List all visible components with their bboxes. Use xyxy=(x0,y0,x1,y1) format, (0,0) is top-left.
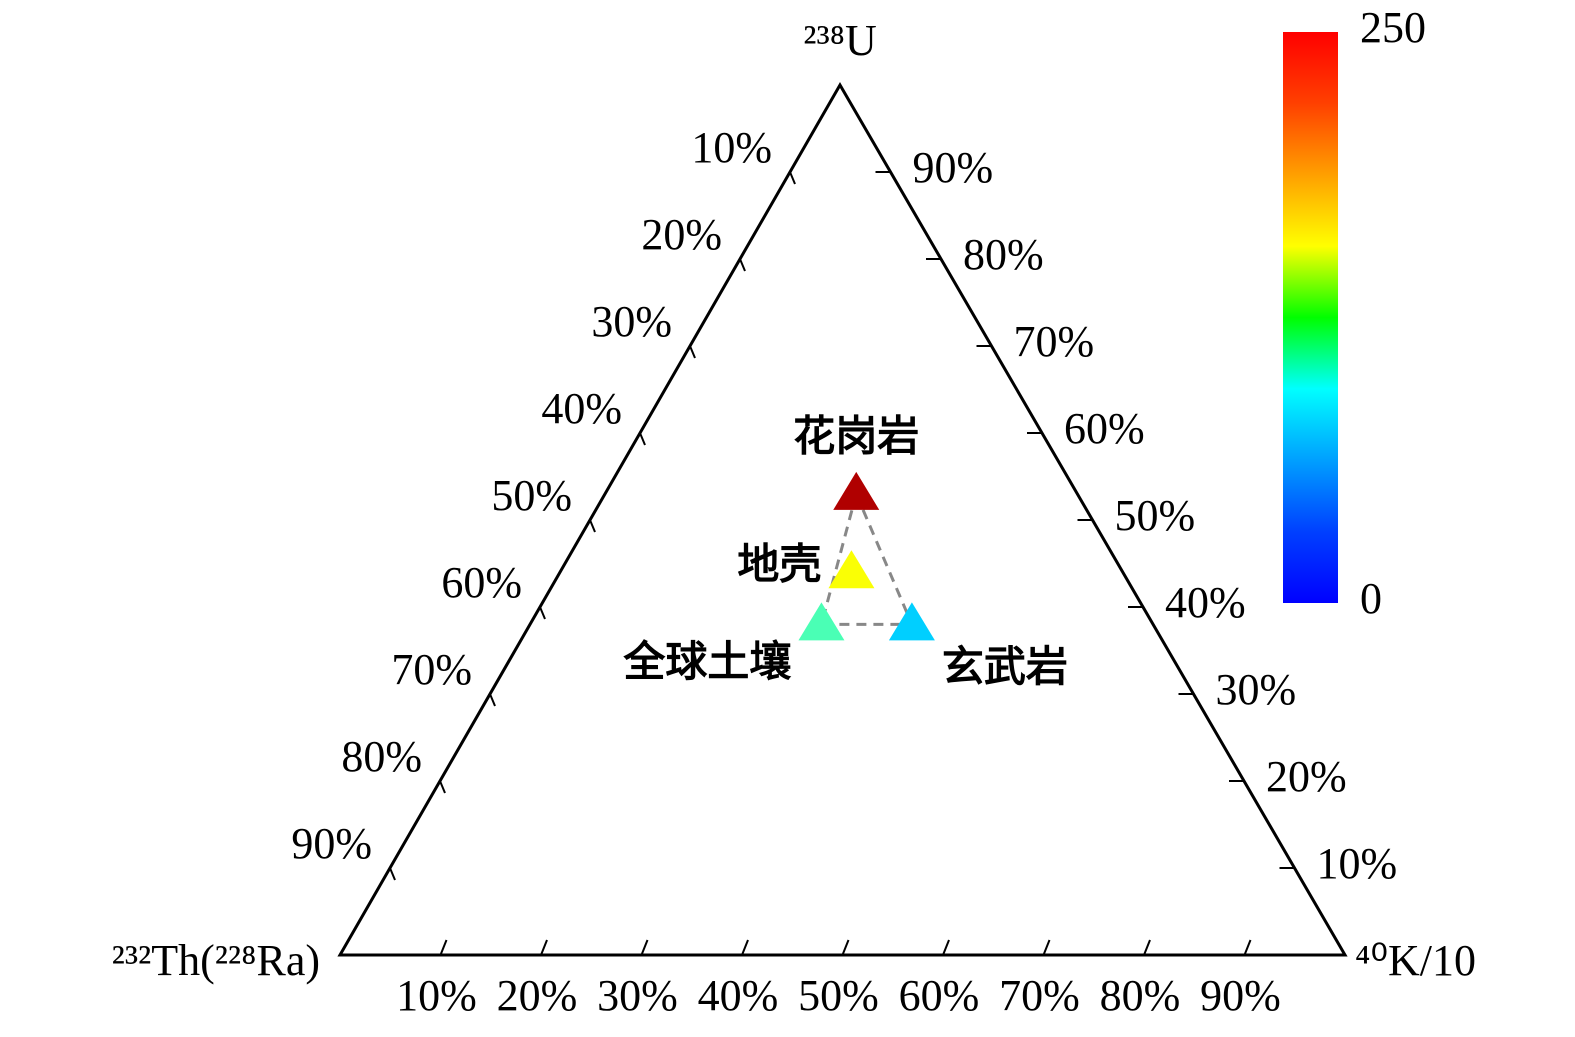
connector xyxy=(819,489,915,626)
apex-top-label: ²³⁸U xyxy=(803,16,877,65)
point-marker xyxy=(833,471,880,510)
bottom-tick-label: 90% xyxy=(1200,971,1281,1020)
tick-mark xyxy=(689,345,696,359)
tick-mark xyxy=(789,171,796,185)
point-marker xyxy=(798,602,845,641)
left-tick-label: 80% xyxy=(341,732,422,781)
bottom-tick-label: 80% xyxy=(1100,971,1181,1020)
tick-mark xyxy=(539,606,546,620)
right-tick-label: 40% xyxy=(1165,578,1246,627)
right-tick-label: 60% xyxy=(1064,404,1145,453)
right-tick-label: 10% xyxy=(1317,839,1398,888)
colorbar xyxy=(1283,32,1338,603)
left-tick-label: 40% xyxy=(541,384,622,433)
right-tick-label: 90% xyxy=(913,143,994,192)
point-label: 玄武岩 xyxy=(942,642,1068,691)
right-tick-label: 70% xyxy=(1014,317,1095,366)
right-tick-label: 80% xyxy=(963,230,1044,279)
left-tick-label: 70% xyxy=(391,645,472,694)
tick-mark xyxy=(942,939,950,956)
apex-right-label: ⁴⁰K/10 xyxy=(1355,936,1476,985)
bottom-tick-label: 20% xyxy=(497,971,578,1020)
bottom-tick-label: 10% xyxy=(396,971,477,1020)
point-label: 地壳 xyxy=(737,540,821,589)
left-tick-label: 90% xyxy=(291,819,372,868)
tick-mark xyxy=(639,432,646,446)
left-tick-label: 20% xyxy=(641,210,722,259)
colorbar-tick-label: 250 xyxy=(1360,3,1426,52)
bottom-tick-label: 60% xyxy=(899,971,980,1020)
right-tick-label: 50% xyxy=(1115,491,1196,540)
apex-left-label: ²³²Th(²²⁸Ra) xyxy=(112,936,320,985)
tick-mark xyxy=(389,867,396,881)
bottom-tick-label: 40% xyxy=(698,971,779,1020)
tick-mark xyxy=(1042,939,1051,956)
bottom-tick-label: 70% xyxy=(999,971,1080,1020)
tick-mark xyxy=(1243,939,1252,956)
left-tick-label: 10% xyxy=(691,123,772,172)
tick-mark xyxy=(589,519,596,533)
tick-mark xyxy=(489,693,496,707)
right-tick-label: 30% xyxy=(1216,665,1297,714)
point-marker xyxy=(888,602,935,641)
left-tick-label: 50% xyxy=(491,471,572,520)
left-tick-label: 30% xyxy=(591,297,672,346)
colorbar-tick-label: 0 xyxy=(1360,574,1382,623)
bottom-tick-label: 30% xyxy=(597,971,678,1020)
tick-mark xyxy=(540,939,548,956)
right-tick-label: 20% xyxy=(1266,752,1347,801)
tick-mark xyxy=(841,939,850,956)
tick-mark xyxy=(439,780,446,794)
point-label: 花岗岩 xyxy=(793,411,919,460)
tick-mark xyxy=(741,939,749,956)
left-tick-label: 60% xyxy=(441,558,522,607)
point-label: 全球土壤 xyxy=(622,637,791,686)
tick-mark xyxy=(640,939,649,956)
tick-mark xyxy=(1143,939,1151,956)
tick-mark xyxy=(439,939,448,956)
tick-mark xyxy=(739,258,746,272)
bottom-tick-label: 50% xyxy=(798,971,879,1020)
point-marker xyxy=(828,550,875,589)
